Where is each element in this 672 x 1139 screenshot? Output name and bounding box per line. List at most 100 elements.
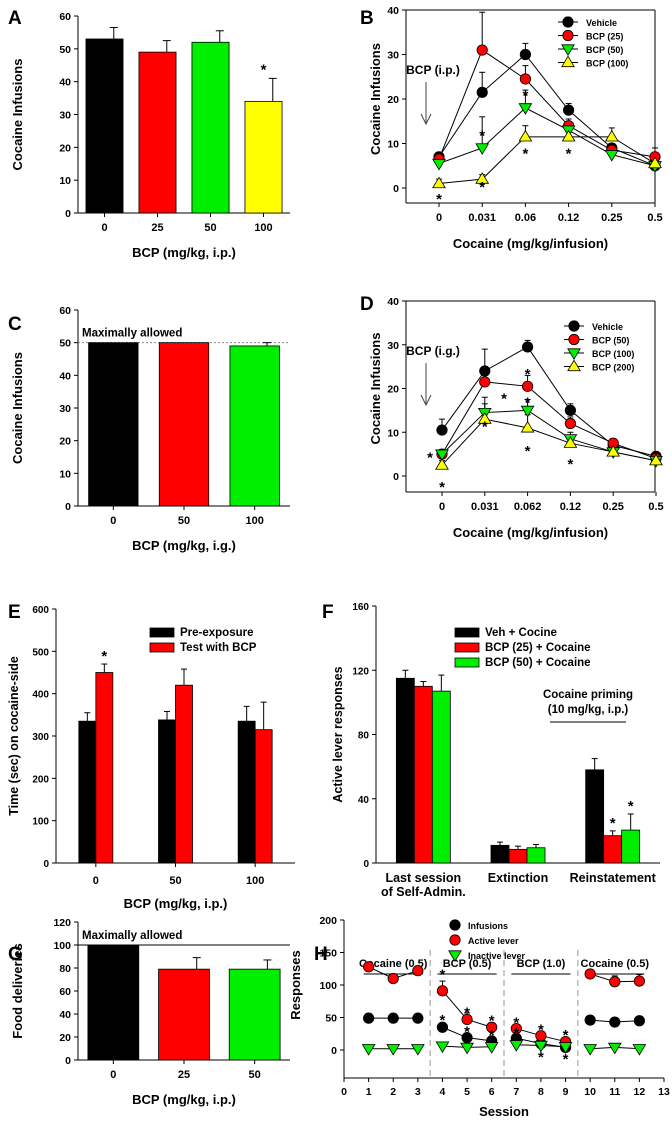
legend-marker xyxy=(567,359,581,372)
legend-swatch xyxy=(454,627,480,638)
y-tick-label: 40 xyxy=(358,795,370,806)
legend-swatch xyxy=(454,657,480,668)
y-tick-label: 50 xyxy=(325,1013,337,1025)
legend-swatch xyxy=(149,627,175,638)
data-point-active-lever xyxy=(412,965,424,977)
x-tick-label: 0.25 xyxy=(601,212,622,224)
significance-star: * xyxy=(566,145,572,162)
panel-a: 0 10 20 30 40 50 60 0 25 50 100 * BCP (mg/kg, i.p.) C… xyxy=(10,11,290,260)
bar-bcp-25-cocaine xyxy=(508,848,528,864)
panel-letter-d: D xyxy=(360,294,374,315)
phase-label: Cocaine (0.5) xyxy=(359,958,428,970)
data-point-bcp-50- xyxy=(432,158,446,171)
y-tick-label: 10 xyxy=(59,175,71,187)
x-tick-label: 0 xyxy=(93,875,99,887)
data-point-infusions xyxy=(412,1012,424,1024)
y-tick-label: 30 xyxy=(59,403,71,415)
significance-star: * xyxy=(464,1024,470,1041)
data-point-bcp-100- xyxy=(648,156,662,169)
significance-star: * xyxy=(479,128,485,145)
legend-marker xyxy=(449,934,461,946)
bar-veh-cocine xyxy=(395,677,415,864)
data-point-infusions xyxy=(584,1014,596,1026)
y-tick-label: 10 xyxy=(59,468,71,480)
legend-label: Inactive lever xyxy=(468,951,526,961)
y-tick-label: 0 xyxy=(43,859,49,870)
y-tick-label: 0 xyxy=(65,501,71,513)
x-tick-label: 13 xyxy=(658,1086,670,1098)
y-tick-label: 20 xyxy=(59,1032,71,1044)
series-line xyxy=(438,53,656,167)
x-tick-label: 11 xyxy=(609,1086,620,1098)
data-point-active-lever xyxy=(609,976,621,988)
x-tick-label: 0 xyxy=(439,501,445,513)
y-axis-title: Cocaine Infusions xyxy=(368,43,383,155)
significance-star: * xyxy=(563,1027,569,1044)
y-tick-label: 20 xyxy=(59,142,71,154)
x-tick-label: 8 xyxy=(538,1086,544,1098)
data-point-bcp-50- xyxy=(518,103,533,115)
bar-25 xyxy=(158,968,210,1061)
panel-letter-e: E xyxy=(8,602,21,623)
significance-star: * xyxy=(522,88,528,105)
x-tick-label: 0.031 xyxy=(471,501,499,513)
data-point-vehicle xyxy=(436,424,448,436)
significance-star: * xyxy=(538,1049,544,1066)
significance-star: * xyxy=(440,1012,446,1029)
y-axis-title: Active lever responses xyxy=(331,666,345,802)
annotation-label: BCP (i.g.) xyxy=(406,344,460,358)
x-tick-label: 0.25 xyxy=(602,501,623,513)
y-tick-label: 100 xyxy=(32,817,49,828)
x-tick-label: 2 xyxy=(390,1086,396,1098)
y-tick-label: 60 xyxy=(59,986,71,998)
significance-star: * xyxy=(482,419,488,436)
data-point-inactive-lever xyxy=(607,1042,622,1055)
data-point-bcp-200- xyxy=(477,412,492,424)
significance-star: * xyxy=(489,1027,495,1044)
legend-marker xyxy=(568,333,580,346)
x-tick-label: 0 xyxy=(341,1086,347,1098)
x-tick-label: Extinction xyxy=(488,871,548,885)
data-point-active-lever xyxy=(461,1013,473,1026)
y-tick-label: 0 xyxy=(65,208,71,220)
y-tick-label: 20 xyxy=(387,384,399,396)
data-point-bcp-50- xyxy=(479,376,491,388)
x-axis-title: BCP (mg/kg, i.p.) xyxy=(124,896,228,911)
series-line xyxy=(441,381,657,459)
data-point-inactive-lever xyxy=(361,1044,376,1056)
legend-swatch xyxy=(149,642,175,653)
x-tick-label: 4 xyxy=(440,1086,446,1098)
y-tick-label: 160 xyxy=(352,602,369,613)
y-axis-title: Cocaine Infusions xyxy=(10,59,25,171)
data-point-inactive-lever xyxy=(410,1044,425,1056)
annotation-label: Cocaine priming xyxy=(543,689,633,701)
data-point-infusions xyxy=(387,1012,399,1024)
data-point-vehicle xyxy=(521,341,534,353)
significance-star: * xyxy=(439,479,445,496)
data-point-bcp-100- xyxy=(518,129,533,142)
data-point-infusions xyxy=(633,1015,645,1027)
x-tick-label: 0.12 xyxy=(560,501,581,513)
y-tick-label: 40 xyxy=(387,5,399,17)
legend-marker xyxy=(561,44,575,56)
y-tick-label: 40 xyxy=(59,370,71,382)
x-tick-label: Reinstatement xyxy=(570,871,657,885)
y-axis-title: Time (sec) on cocaine-side xyxy=(7,656,21,816)
y-tick-label: 40 xyxy=(59,1009,71,1021)
legend-label: BCP (50) xyxy=(592,336,629,346)
panel-letter-c: C xyxy=(8,314,22,335)
annotation-label: BCP (i.p.) xyxy=(406,63,460,77)
y-tick-label: 0 xyxy=(393,183,399,195)
x-tick-label: 50 xyxy=(178,515,190,527)
x-axis-title: Cocaine (mg/kg/infusion) xyxy=(453,236,608,251)
series-line xyxy=(441,418,657,466)
y-axis-title: Food deliveries xyxy=(10,943,25,1038)
x-tick-label: 10 xyxy=(584,1086,596,1098)
significance-star: * xyxy=(610,815,616,832)
data-point-bcp-100- xyxy=(604,129,619,142)
annotation-arrowhead xyxy=(420,394,432,407)
bar-0 xyxy=(85,38,124,214)
y-tick-label: 10 xyxy=(387,427,399,439)
data-point-inactive-lever xyxy=(534,1040,548,1053)
legend-label: BCP (200) xyxy=(592,363,634,373)
